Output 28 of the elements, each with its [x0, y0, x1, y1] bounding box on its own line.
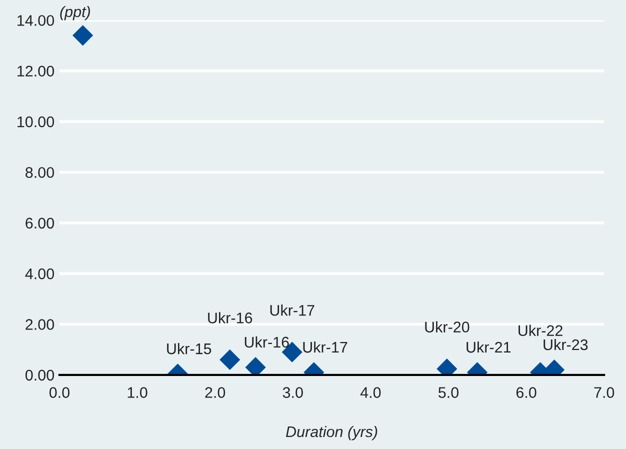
y-axis-title: (ppt) [60, 6, 90, 20]
x-tick-label: 5.0 [438, 387, 459, 398]
annotation: Ukr-23 [544, 338, 588, 350]
annotation: Ukr-20 [425, 321, 470, 332]
annotation: Ukr-16 [208, 312, 252, 324]
annotation: Ukr-17 [270, 304, 314, 316]
y-tick-label: 0.00 [25, 370, 54, 381]
x-tick-label: 2.0 [205, 387, 226, 398]
y-tick-label: 8.00 [26, 167, 54, 178]
x-tick-label: 1.0 [128, 387, 148, 398]
x-tick-label: 0.0 [49, 387, 70, 398]
annotation: Ukr-21 [466, 341, 511, 353]
x-tick-label: 6.0 [516, 387, 536, 398]
x-tick-label: 4.0 [360, 387, 381, 398]
annotation: Ukr-17 [303, 341, 348, 353]
y-tick-label: 6.00 [26, 218, 54, 229]
x-tick-label: 3.0 [282, 387, 303, 398]
annotation: Ukr-16 [244, 336, 289, 348]
y-tick-label: 12.00 [18, 66, 54, 77]
annotation: Ukr-22 [518, 324, 562, 336]
x-axis-title: Duration (yrs) [286, 426, 378, 440]
annotation: Ukr-15 [167, 342, 212, 354]
point [72, 25, 94, 46]
y-tick-label: 4.00 [25, 268, 54, 280]
y-tick-label: 2.00 [26, 319, 54, 330]
y-tick-label: 10.00 [18, 116, 54, 128]
x-tick-label: 7.0 [594, 387, 614, 398]
y-tick-label: 14.00 [18, 15, 54, 26]
